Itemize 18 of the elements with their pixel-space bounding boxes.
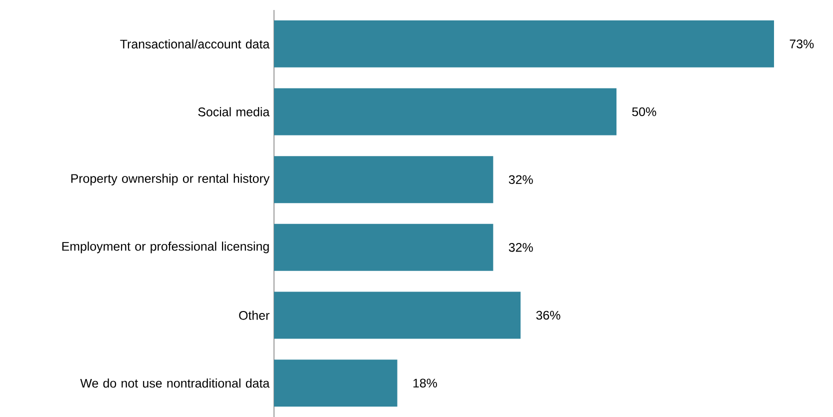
y-tick-label: Property ownership or rental history <box>71 174 270 186</box>
data-label: 36% <box>536 310 560 320</box>
data-label: 32% <box>508 243 533 252</box>
data-label: 50% <box>632 107 656 116</box>
y-tick-label: Employment or professional licensing <box>62 242 269 254</box>
y-tick-label: We do not use nontraditional data <box>80 378 270 388</box>
bar <box>274 292 521 339</box>
bar <box>274 88 616 136</box>
bar <box>274 360 398 407</box>
data-label: 32% <box>508 175 533 184</box>
y-tick-label: Transactional/account data <box>120 39 270 48</box>
bar <box>274 224 494 271</box>
y-tick-label: Social media <box>198 107 270 116</box>
data-label: 73% <box>790 40 814 48</box>
bar <box>274 20 774 68</box>
bar <box>274 156 494 204</box>
data-label: 18% <box>413 378 437 388</box>
y-tick-label: Other <box>239 310 270 320</box>
